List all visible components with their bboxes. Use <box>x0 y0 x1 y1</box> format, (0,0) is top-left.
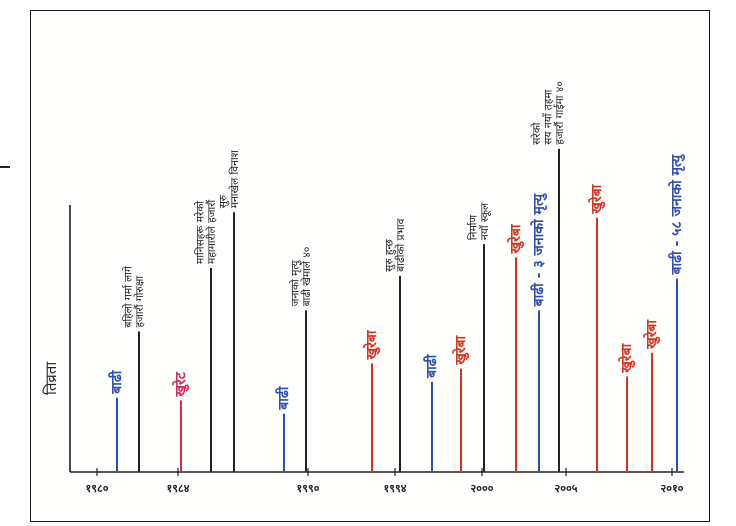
x-tick-label: २००५ <box>555 482 578 495</box>
timeline-axes <box>69 205 684 473</box>
event-drought: खुरेबा <box>588 183 606 472</box>
event-event: हजारौं गाईमा ४०सय नयाँ तहमासरेको <box>530 81 566 472</box>
event-label: बाढी <box>108 369 125 395</box>
event-flood: बाढी - ५८ जनाको मृत्यु <box>668 154 686 472</box>
event-label: खुरेबा <box>507 223 525 254</box>
event-flood: बाढी <box>275 385 292 472</box>
x-tick-label: २००० <box>471 482 494 495</box>
x-tick-label: १९९४ <box>384 482 407 495</box>
event-flood: बाढी <box>108 369 125 472</box>
event-label: बाढी <box>275 385 292 411</box>
margin-tick-mark <box>0 166 10 168</box>
y-axis-label: तिव्रता <box>42 361 60 395</box>
timeline-events: बाढी हजारौं गोरुक्षाबहिलो गर्मा लागे खुरेट… <box>108 81 686 472</box>
event-label: खुरेबा <box>363 329 381 360</box>
event-label: खुरेबा <box>588 183 606 214</box>
x-tick-label: १९८४ <box>167 482 190 495</box>
event-label: खुरेबा <box>452 334 470 365</box>
event-label: मनाखेल विनाशसुरु <box>218 149 242 208</box>
event-drought: खुरेबा <box>643 319 661 472</box>
event-label: बाढीको प्रभावसुरु हुन्छ <box>384 218 408 272</box>
event-label: खुरेट <box>172 371 190 397</box>
event-label: बाढी खेमाले ४०जनाको मृत्यु <box>289 247 314 307</box>
event-label: खुरेबा <box>618 342 636 373</box>
event-drought: खुरेबा <box>618 342 636 472</box>
event-event: मनाखेल विनाशसुरु <box>218 149 242 472</box>
event-label: हजारौं गोरुक्षाबहिलो गर्मा लागे <box>122 265 147 328</box>
event-drought: खुरेबा <box>363 329 381 472</box>
event-label: बाढी - ३ जनाको मृत्यु <box>530 193 548 307</box>
event-event: बाढीको प्रभावसुरु हुन्छ <box>384 218 408 472</box>
event-event: बाढी खेमाले ४०जनाको मृत्यु <box>289 247 314 472</box>
x-axis-ticks: १९८० १९८४ १९९० १९९४ २००० २००५ २०१० <box>86 468 684 495</box>
event-event: नयाँ स्कूलनिर्माण <box>467 202 492 472</box>
x-tick-label: १९९० <box>297 482 320 495</box>
event-flood: बाढी - ३ जनाको मृत्यु <box>530 193 548 472</box>
event-label: नयाँ स्कूलनिर्माण <box>467 202 492 240</box>
event-drought: खुरेबा <box>452 334 470 472</box>
event-drought: खुरेट <box>172 371 190 472</box>
x-tick-label: २०१० <box>661 482 684 495</box>
event-label: बाढी <box>423 353 440 379</box>
x-tick-label: १९८० <box>86 482 109 495</box>
event-flood: बाढी <box>423 353 440 472</box>
event-label: बाढी - ५८ जनाको मृत्यु <box>668 154 686 276</box>
event-event: हजारौं गोरुक्षाबहिलो गर्मा लागे <box>122 265 147 472</box>
event-drought: खुरेबा <box>507 223 525 472</box>
event-label: हजारौं गाईमा ४०सय नयाँ तहमासरेको <box>530 81 566 144</box>
event-label: खुरेबा <box>643 319 661 350</box>
event-event: महामारीले हजारौंमानिसहरू मरेको <box>194 200 219 472</box>
event-label: महामारीले हजारौंमानिसहरू मरेको <box>194 200 219 264</box>
